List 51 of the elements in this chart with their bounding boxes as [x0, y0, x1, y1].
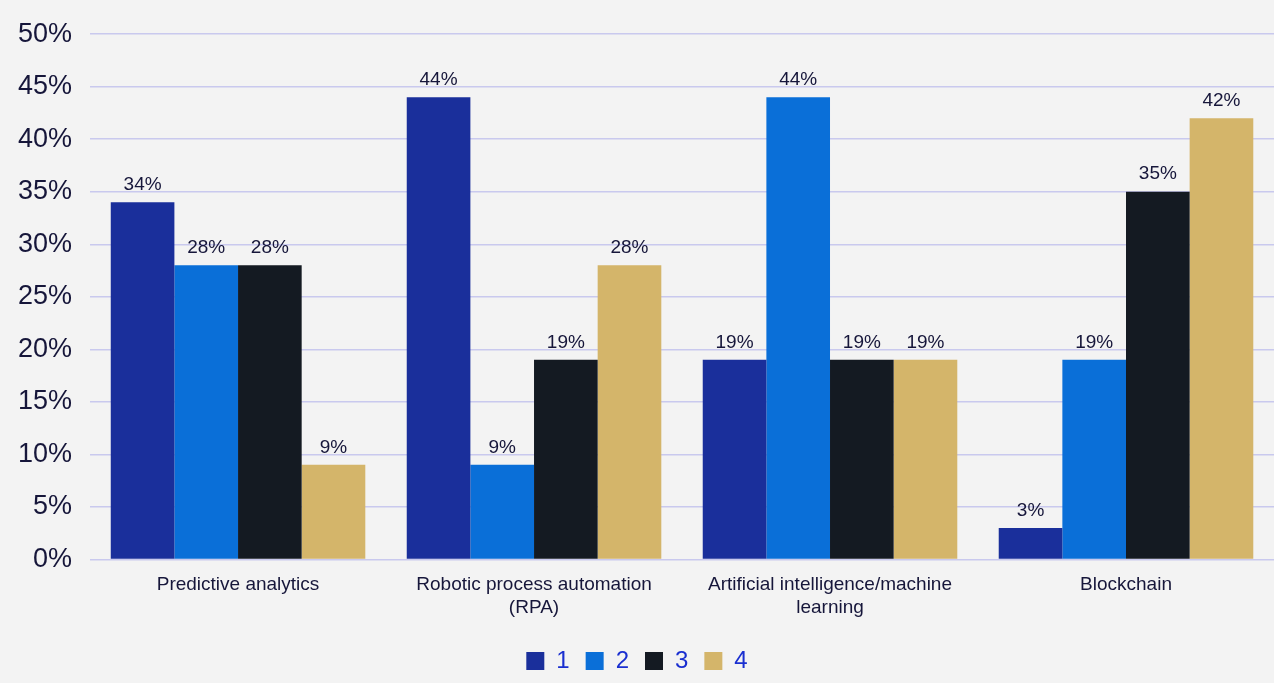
y-tick-label: 5% [33, 490, 73, 521]
bar [110, 202, 175, 559]
legend-label: 4 [734, 645, 748, 673]
data-label: 19% [842, 330, 881, 352]
y-tick-label: 35% [17, 175, 73, 206]
y-tick-label: 50% [17, 17, 73, 48]
data-label: 19% [546, 330, 585, 352]
data-label: 42% [1202, 88, 1241, 110]
bar [238, 265, 302, 559]
x-tick-label: Artificial intelligence/machine learning [708, 573, 952, 617]
legend-label: 3 [675, 645, 689, 673]
bar [830, 359, 894, 559]
y-tick-label: 45% [17, 70, 73, 101]
bar [1189, 118, 1254, 559]
data-label: 44% [419, 67, 458, 89]
y-tick-label: 0% [33, 542, 73, 573]
y-tick-label: 25% [17, 280, 73, 311]
data-label: 19% [1075, 330, 1114, 352]
bar [1062, 359, 1127, 559]
data-label: 34% [123, 173, 162, 194]
bar [702, 359, 767, 559]
x-tick-label: Blockchain [1080, 573, 1172, 595]
bar [766, 97, 831, 559]
data-label: 19% [906, 330, 945, 352]
y-tick-label: 20% [17, 332, 73, 363]
legend-label: 1 [556, 645, 570, 673]
data-label: 9% [488, 435, 517, 457]
data-label: 9% [319, 435, 348, 457]
bar [174, 265, 239, 559]
data-label: 19% [715, 330, 754, 352]
bar [1126, 191, 1190, 559]
bar [597, 265, 662, 559]
y-tick-label: 40% [17, 122, 73, 153]
bar [998, 527, 1063, 559]
data-label: 28% [250, 236, 289, 258]
bar [406, 97, 471, 559]
bar [301, 464, 366, 559]
x-tick-label: Predictive analytics [156, 573, 320, 595]
y-tick-label: 10% [17, 437, 73, 468]
data-label: 28% [187, 236, 226, 258]
x-tick-label: Robotic process automation (RPA) [416, 573, 652, 617]
bar [534, 359, 598, 559]
y-tick-label: 30% [17, 227, 73, 258]
legend-label: 2 [615, 645, 630, 673]
data-label: 3% [1016, 498, 1045, 520]
bar [893, 359, 958, 559]
bar [470, 464, 535, 559]
y-tick-label: 15% [17, 385, 73, 416]
data-label: 35% [1138, 162, 1177, 184]
data-label: 44% [779, 67, 818, 89]
data-label: 28% [610, 236, 649, 258]
